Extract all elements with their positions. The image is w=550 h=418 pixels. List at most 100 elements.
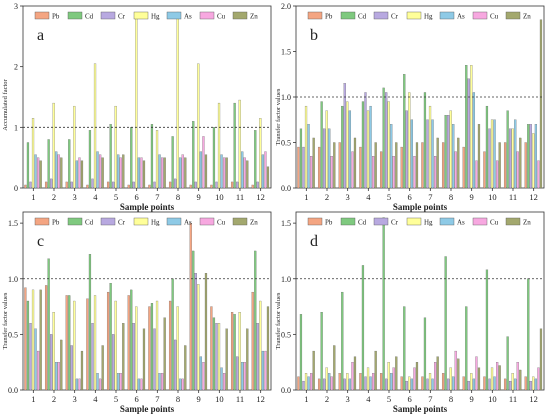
bar-cu-8 — [181, 154, 184, 189]
bar-as-5 — [390, 373, 393, 391]
bar-zn-8 — [457, 137, 460, 189]
bar-cd-1 — [26, 142, 30, 189]
bar-pb-4 — [359, 373, 362, 391]
bar-as-12 — [534, 124, 538, 189]
bar-cd-4 — [88, 254, 92, 391]
bar-hg-2 — [52, 102, 55, 189]
bar-as-9 — [472, 378, 476, 391]
bar-hg-6 — [408, 92, 411, 189]
bar-zn-3 — [80, 350, 84, 391]
legend-label: Zn — [523, 13, 531, 21]
bar-zn-1 — [39, 289, 42, 391]
legend-swatch — [307, 11, 323, 20]
x-tick-label: 11 — [236, 394, 244, 404]
legend-label: Cu — [490, 219, 499, 227]
bar-cr-12 — [529, 380, 532, 391]
x-tick-label: 5 — [114, 394, 118, 404]
x-tick-label: 8 — [449, 394, 453, 404]
bar-hg-2 — [325, 110, 328, 189]
bar-hg-5 — [387, 362, 390, 391]
bar-pb-12 — [251, 291, 254, 391]
bar-pb-11 — [503, 142, 507, 189]
bar-cd-3 — [341, 291, 344, 391]
x-tick-label: 2 — [52, 394, 56, 404]
bar-pb-9 — [189, 184, 192, 189]
bar-cr-12 — [256, 181, 259, 189]
bar-cd-8 — [444, 115, 447, 189]
bar-zn-11 — [246, 328, 249, 391]
bar-cr-12 — [529, 124, 532, 189]
legend-swatch — [406, 217, 422, 226]
bar-cr-11 — [509, 128, 512, 189]
bar-zn-3 — [80, 160, 84, 189]
bar-hg-2 — [52, 312, 55, 391]
bar-as-10 — [220, 154, 223, 189]
bar-cd-2 — [47, 139, 50, 189]
legend-item-cu: Cu — [472, 11, 499, 21]
bar-as-4 — [369, 105, 372, 189]
bar-cr-7 — [153, 328, 156, 391]
x-axis-title: Sample points — [120, 404, 175, 414]
plot-frame — [22, 211, 272, 391]
bar-cd-12 — [254, 250, 257, 391]
bar-pb-2 — [44, 181, 48, 189]
bar-pb-5 — [379, 373, 383, 391]
bar-cu-6 — [140, 157, 143, 189]
bar-cu-4 — [372, 156, 375, 189]
bar-cd-3 — [68, 139, 71, 189]
bar-pb-6 — [400, 146, 403, 189]
legend-label: Pb — [52, 13, 60, 21]
bar-pb-2 — [317, 378, 321, 391]
bar-pb-8 — [441, 373, 445, 391]
bar-cu-9 — [475, 356, 478, 391]
legend-swatch — [373, 11, 389, 20]
x-tick-label: 1 — [31, 394, 35, 404]
bar-hg-3 — [346, 101, 349, 189]
bar-cu-3 — [78, 157, 81, 189]
bar-cr-4 — [364, 376, 367, 391]
x-tick-label: 12 — [256, 394, 265, 404]
bar-cu-11 — [516, 151, 519, 189]
bar-zn-10 — [225, 328, 228, 391]
bar-cr-4 — [364, 92, 367, 189]
bar-as-3 — [348, 378, 352, 391]
bar-zn-9 — [477, 367, 481, 391]
bar-cr-5 — [112, 181, 115, 189]
bar-zn-10 — [498, 142, 501, 189]
bar-zn-3 — [353, 356, 357, 391]
legend-label: As — [184, 13, 192, 21]
plot-frame — [295, 211, 545, 391]
bar-cu-12 — [537, 160, 540, 189]
bar-cr-5 — [385, 92, 388, 189]
bar-cu-1 — [37, 350, 40, 391]
bar-cd-1 — [299, 128, 303, 189]
bar-as-6 — [137, 378, 141, 391]
bar-cu-11 — [516, 362, 519, 391]
bar-hg-12 — [259, 300, 262, 391]
legend-label: Cr — [391, 219, 399, 227]
bar-as-3 — [75, 160, 79, 189]
panel-label: c — [37, 233, 44, 250]
bar-cu-5 — [392, 156, 395, 189]
bar-cd-1 — [26, 300, 30, 391]
legend-swatch — [373, 217, 389, 226]
bar-cu-12 — [264, 350, 267, 391]
bar-zn-6 — [415, 142, 419, 189]
panel-label: d — [310, 233, 318, 250]
bar-cr-10 — [488, 128, 491, 189]
bar-cd-12 — [527, 278, 530, 391]
bar-cd-10 — [485, 105, 489, 189]
bar-cd-7 — [423, 317, 427, 391]
x-tick-label: 3 — [73, 394, 77, 404]
x-tick-label: 9 — [470, 394, 474, 404]
bar-pb-8 — [168, 300, 172, 391]
x-tick-label: 9 — [197, 394, 201, 404]
bar-cr-8 — [447, 378, 450, 391]
bar-cd-10 — [212, 127, 216, 189]
bar-pb-10 — [210, 306, 213, 391]
bar-cu-4 — [372, 373, 375, 391]
bar-cu-11 — [243, 157, 246, 189]
legend-label: Cd — [85, 13, 94, 21]
